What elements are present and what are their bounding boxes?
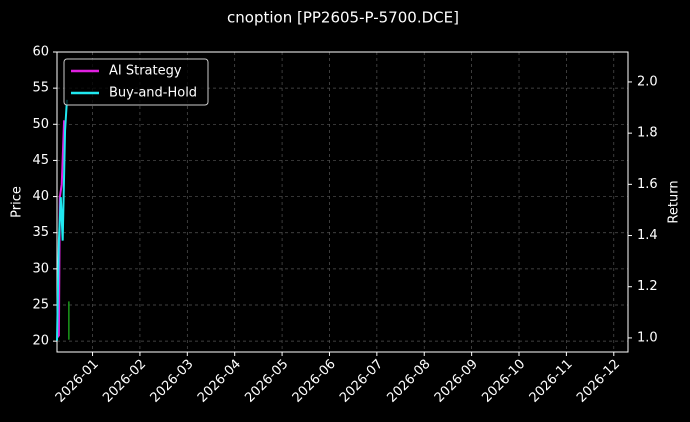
plot-frame <box>56 51 629 353</box>
y-tick-label: 40 <box>32 189 49 204</box>
y-tick-label: 30 <box>32 261 49 276</box>
y-tick-label: 35 <box>32 225 49 240</box>
y-tick-label: 25 <box>32 298 49 313</box>
y2-tick-label: 1.4 <box>637 228 658 243</box>
series-line <box>56 99 68 341</box>
y2-tick-label: 1.0 <box>637 330 658 345</box>
legend-label: Buy-and-Hold <box>109 86 197 101</box>
legend-label: AI Strategy <box>109 64 182 79</box>
legend-box <box>63 58 209 106</box>
y-tick-label: 60 <box>32 45 49 60</box>
y-tick-label: 20 <box>32 334 49 349</box>
y2-axis-label: Return <box>667 180 682 223</box>
y2-tick-label: 2.0 <box>637 74 658 89</box>
y2-tick-label: 1.6 <box>637 177 658 192</box>
y-tick-label: 55 <box>32 81 49 96</box>
y2-tick-label: 1.2 <box>637 279 658 294</box>
y-axis-label: Price <box>10 186 25 218</box>
y-tick-label: 50 <box>32 117 49 132</box>
chart-title: cnoption [PP2605-P-5700.DCE] <box>227 9 459 27</box>
y-tick-label: 45 <box>32 153 49 168</box>
y2-tick-label: 1.8 <box>637 126 658 141</box>
